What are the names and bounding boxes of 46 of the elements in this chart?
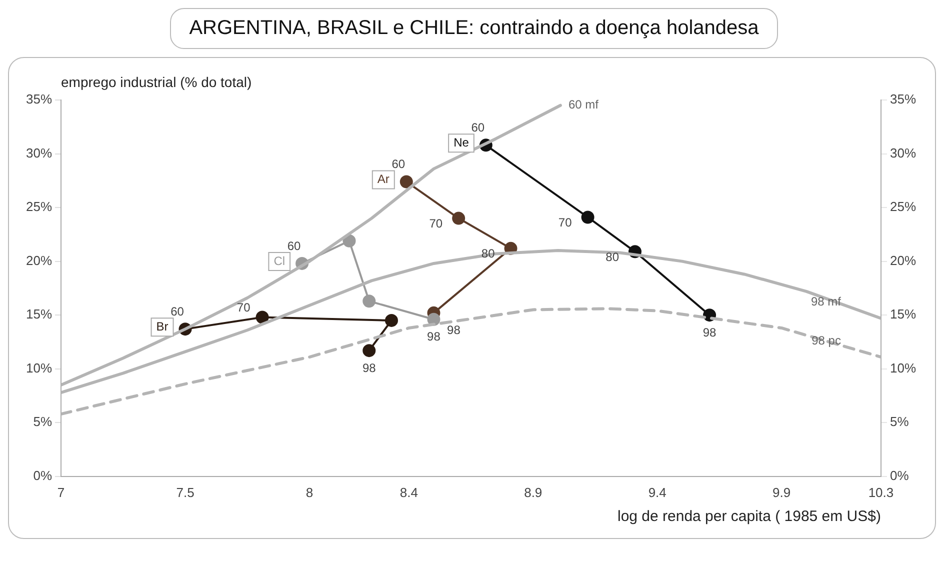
- chart-title: ARGENTINA, BRASIL e CHILE: contraindo a doença holandesa: [170, 8, 778, 49]
- x-tick-label: 8.4: [400, 484, 418, 500]
- y2-tick-label: 10%: [890, 360, 916, 376]
- y-tick-label: 30%: [26, 145, 52, 160]
- annotation: 60: [287, 238, 302, 253]
- annotation: 70: [429, 216, 443, 231]
- annotation: 80: [606, 250, 620, 264]
- annotation: 60: [392, 157, 406, 172]
- y-tick-label: 15%: [26, 306, 52, 322]
- y2-tick-label: 30%: [890, 145, 916, 160]
- annotation: 80: [481, 246, 496, 261]
- annotation: 60: [170, 304, 184, 318]
- series-label: 98 pc: [812, 333, 841, 348]
- series-label: 98 mf: [810, 294, 842, 309]
- x-tick-label: 9.9: [772, 484, 791, 500]
- y-tick-label: 0%: [33, 468, 52, 483]
- y-axis-title: emprego industrial (% do total): [61, 74, 252, 90]
- series-label: Br: [156, 319, 168, 334]
- annotation: 98: [702, 325, 717, 340]
- series-label: 60 mf: [568, 98, 600, 112]
- x-axis-title: log de renda per capita ( 1985 em US$): [617, 508, 881, 526]
- y-tick-label: 20%: [26, 252, 52, 268]
- y2-tick-label: 20%: [890, 252, 916, 268]
- x-tick-label: 7: [57, 484, 65, 500]
- annotation: 70: [558, 216, 572, 230]
- x-tick-label: 9.4: [648, 484, 666, 500]
- series-label: Ne: [454, 135, 470, 150]
- y2-tick-label: 15%: [890, 306, 916, 322]
- x-tick-label: 7.5: [176, 484, 194, 500]
- y-tick-label: 10%: [26, 360, 52, 376]
- annotation: 98: [447, 323, 461, 338]
- y2-tick-label: 5%: [890, 414, 910, 430]
- series-label: Ar: [377, 172, 390, 186]
- y2-tick-label: 0%: [890, 468, 910, 483]
- annotation: 98: [362, 360, 376, 375]
- y-tick-label: 5%: [33, 414, 52, 430]
- x-tick-label: 10.3: [868, 484, 894, 500]
- annotation: 98: [427, 330, 441, 344]
- annotation: 70: [236, 300, 251, 315]
- annotation: 60: [471, 120, 485, 134]
- y-tick-label: 25%: [26, 199, 52, 214]
- x-tick-label: 8.9: [524, 484, 542, 500]
- y2-tick-label: 25%: [890, 199, 916, 214]
- x-tick-label: 8: [306, 484, 314, 500]
- series-label: Cl: [274, 254, 286, 268]
- y-tick-label: 35%: [26, 92, 52, 107]
